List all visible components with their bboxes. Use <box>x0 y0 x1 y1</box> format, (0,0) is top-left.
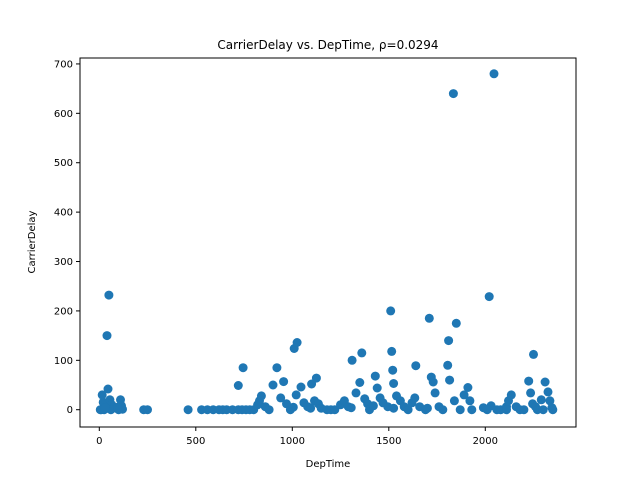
y-tick-label: 0 <box>67 405 73 416</box>
chart-title: CarrierDelay vs. DepTime, ρ=0.0294 <box>217 38 438 52</box>
data-point <box>102 331 112 341</box>
x-tick-label: 1000 <box>280 436 305 447</box>
data-point <box>292 338 302 347</box>
data-point <box>183 405 193 415</box>
data-point <box>451 318 461 328</box>
plot-frame <box>79 57 577 428</box>
data-point <box>531 402 540 412</box>
data-point <box>346 403 356 413</box>
y-tick-label: 500 <box>54 158 73 169</box>
data-point <box>449 396 459 406</box>
data-point <box>430 388 440 398</box>
data-point <box>463 383 473 392</box>
data-point <box>296 382 306 392</box>
data-point <box>444 336 454 346</box>
data-point <box>465 396 475 406</box>
data-point <box>389 403 399 413</box>
data-point <box>388 365 398 375</box>
data-point <box>368 401 378 411</box>
data-point <box>104 290 114 300</box>
data-point <box>526 388 536 398</box>
data-point <box>489 69 499 79</box>
x-axis: 0 500 1000 1500 2000 <box>96 427 498 447</box>
points-layer <box>95 69 558 415</box>
data-point <box>529 349 538 359</box>
data-point <box>389 379 399 388</box>
data-point <box>506 390 516 400</box>
y-tick-label: 400 <box>54 208 73 219</box>
data-point <box>370 371 380 381</box>
data-point <box>372 383 382 393</box>
data-point <box>403 405 413 415</box>
data-point <box>540 377 550 387</box>
x-axis-label: DepTime <box>306 459 351 470</box>
y-tick-label: 100 <box>54 356 73 367</box>
data-point <box>256 391 266 401</box>
data-point <box>443 360 453 370</box>
x-tick-label: 500 <box>186 436 205 447</box>
y-tick-label: 200 <box>54 306 73 317</box>
data-point <box>519 405 529 415</box>
data-point <box>355 378 365 387</box>
data-point <box>424 313 434 323</box>
data-point <box>97 390 107 400</box>
data-point <box>264 405 274 415</box>
data-point <box>536 395 546 405</box>
y-tick-label: 600 <box>54 109 73 120</box>
data-point <box>422 403 432 413</box>
data-point <box>103 384 113 394</box>
data-point <box>459 390 469 400</box>
data-point <box>438 405 448 415</box>
data-point <box>445 375 455 385</box>
data-point <box>233 381 243 390</box>
data-point <box>410 393 420 403</box>
data-point <box>288 402 298 412</box>
data-point <box>386 306 396 316</box>
x-tick-label: 1500 <box>376 436 401 447</box>
data-point <box>538 405 548 415</box>
data-point <box>502 405 511 415</box>
data-point <box>100 403 110 413</box>
y-tick-label: 300 <box>54 257 73 268</box>
data-point <box>467 405 477 415</box>
data-point <box>279 377 289 387</box>
data-point <box>306 403 316 413</box>
data-point <box>411 361 421 371</box>
data-point <box>276 393 286 403</box>
data-point <box>268 380 278 390</box>
data-point <box>428 377 438 387</box>
data-point <box>387 346 397 356</box>
data-point <box>291 390 301 400</box>
data-point <box>311 373 321 383</box>
data-point <box>351 388 361 398</box>
data-point <box>484 292 494 302</box>
data-point <box>545 396 555 406</box>
data-point <box>482 405 492 415</box>
data-point <box>113 402 123 412</box>
data-point <box>347 355 357 365</box>
data-point <box>548 405 558 415</box>
data-point <box>455 405 465 415</box>
data-point <box>357 348 367 358</box>
y-tick-label: 700 <box>54 59 73 70</box>
data-point <box>143 405 152 415</box>
y-axis: 0 100 200 300 400 500 600 700 <box>54 59 80 416</box>
data-point <box>238 363 248 373</box>
data-point <box>543 387 553 397</box>
x-tick-label: 0 <box>96 436 102 447</box>
data-point <box>524 376 534 386</box>
y-axis-label: CarrierDelay <box>27 210 38 273</box>
x-tick-label: 2000 <box>473 436 498 447</box>
data-point <box>272 363 282 373</box>
data-point <box>448 89 458 99</box>
